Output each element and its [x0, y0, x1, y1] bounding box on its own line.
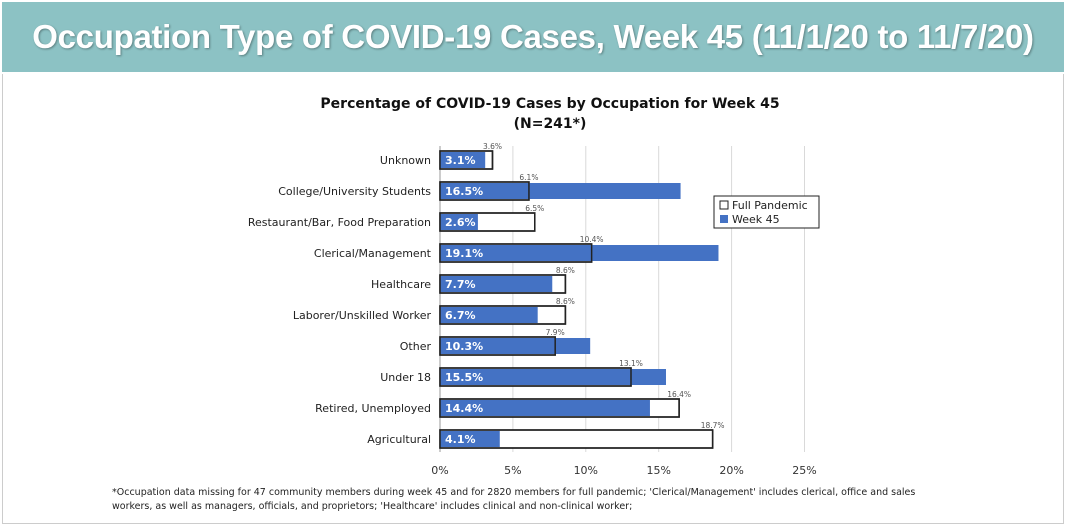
week-45-data-label: 16.5% [445, 185, 483, 198]
full-pandemic-data-label: 3.6% [483, 142, 502, 151]
x-tick-label: 15% [646, 464, 670, 477]
bar-full-pandemic-outline [439, 150, 494, 170]
category-label: Restaurant/Bar, Food Preparation [248, 216, 431, 229]
week-45-data-label: 2.6% [445, 216, 476, 229]
bar-week-45 [440, 214, 478, 230]
legend-box [713, 195, 820, 229]
chart-title: Percentage of COVID-19 Cases by Occupati… [320, 96, 780, 112]
slide-title: Occupation Type of COVID-19 Cases, Week … [32, 18, 1034, 55]
bar-full-pandemic-outline [439, 429, 714, 449]
bar-full-pandemic-outline [439, 305, 567, 325]
bar-week-45 [440, 245, 719, 261]
chart-labels: 0% 5% 10% 15% 20% 25% Unknown 3.1% 3.6% College/U… [248, 142, 817, 477]
legend-label-full-pandemic: Full Pandemic [732, 199, 808, 212]
bar-full-pandemic-outline [439, 367, 632, 387]
bar-full-pandemic-outline [439, 243, 593, 263]
week-45-data-label: 7.7% [445, 278, 476, 291]
full-pandemic-data-label: 8.6% [556, 297, 575, 306]
category-label: Laborer/Unskilled Worker [293, 309, 432, 322]
bar-week-45 [440, 431, 500, 447]
bar-full-pandemic-outline [439, 274, 567, 294]
bar-full-pandemic-outline [439, 336, 556, 356]
category-label: Under 18 [380, 371, 431, 384]
week-45-data-label: 19.1% [445, 247, 483, 260]
bar-full-pandemic-outline [439, 181, 530, 201]
full-pandemic-data-label: 16.4% [667, 390, 691, 399]
x-tick-label: 10% [574, 464, 598, 477]
bar-full-pandemic-outline [439, 212, 536, 232]
week-45-data-label: 14.4% [445, 402, 483, 415]
footnote: *Occupation data missing for 47 communit… [112, 486, 1012, 514]
bar-full-pandemic-outline [439, 398, 680, 418]
category-label: Agricultural [367, 433, 431, 446]
category-label: Healthcare [371, 278, 431, 291]
full-pandemic-data-label: 10.4% [580, 235, 604, 244]
bar-week-45 [440, 338, 591, 354]
bar-week-45 [440, 183, 681, 199]
week-45-data-label: 15.5% [445, 371, 483, 384]
full-pandemic-data-label: 18.7% [701, 421, 725, 430]
week-45-data-label: 10.3% [445, 340, 483, 353]
chart-subtitle: (N=241*) [513, 116, 587, 132]
title-banner: Occupation Type of COVID-19 Cases, Week … [2, 2, 1064, 72]
week-45-data-label: 3.1% [445, 154, 476, 167]
bar-week-45 [440, 369, 666, 385]
x-tick-label: 20% [719, 464, 743, 477]
week-45-data-label: 4.1% [445, 433, 476, 446]
legend-swatch-full-pandemic [719, 200, 729, 210]
category-label: Other [400, 340, 432, 353]
x-tick-label: 0% [431, 464, 448, 477]
footnote-line-1: *Occupation data missing for 47 communit… [112, 487, 916, 498]
chart-bars [439, 150, 719, 449]
legend-label-week-45: Week 45 [732, 213, 780, 226]
footnote-line-2: workers, as well as managers, officials,… [112, 501, 633, 512]
bar-week-45 [440, 152, 486, 168]
full-pandemic-data-label: 6.5% [525, 204, 544, 213]
x-tick-label: 5% [504, 464, 521, 477]
week-45-data-label: 6.7% [445, 309, 476, 322]
full-pandemic-data-label: 6.1% [519, 173, 538, 182]
category-label: College/University Students [278, 185, 431, 198]
bar-week-45 [440, 400, 650, 416]
bar-week-45 [440, 276, 553, 292]
category-label: Clerical/Management [314, 247, 432, 260]
full-pandemic-data-label: 8.6% [556, 266, 575, 275]
legend-swatch-week-45 [720, 215, 728, 223]
full-pandemic-data-label: 7.9% [546, 328, 565, 337]
category-label: Unknown [380, 154, 431, 167]
x-tick-label: 25% [792, 464, 816, 477]
chart-frame [2, 74, 1064, 524]
bar-week-45 [440, 307, 538, 323]
category-label: Retired, Unemployed [315, 402, 431, 415]
full-pandemic-data-label: 13.1% [619, 359, 643, 368]
